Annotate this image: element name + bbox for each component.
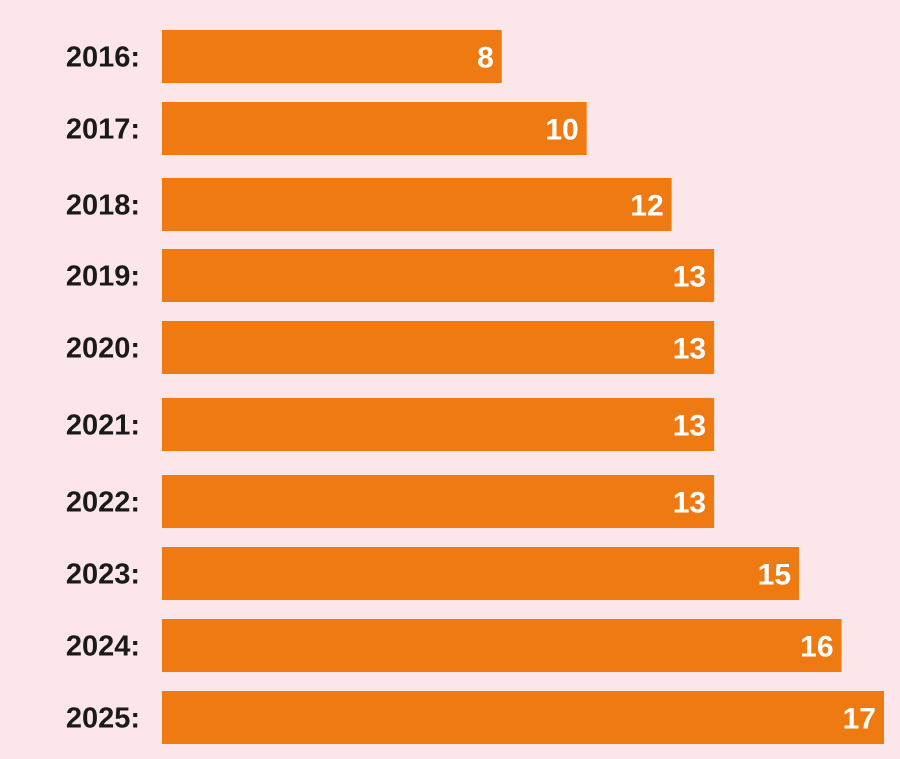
bar-1 [162, 102, 587, 155]
category-label-6: 2022: [66, 487, 140, 519]
category-label-2: 2018: [66, 190, 140, 222]
value-label-6: 13 [673, 487, 706, 520]
category-label-0: 2016: [66, 42, 140, 74]
category-label-8: 2024: [66, 631, 140, 663]
value-label-8: 16 [800, 631, 833, 664]
bar-3 [162, 249, 715, 302]
value-label-7: 15 [758, 559, 791, 592]
category-label-3: 2019: [66, 261, 140, 293]
bars-group [162, 30, 884, 744]
bar-7 [162, 547, 800, 600]
category-label-5: 2021: [66, 410, 140, 442]
value-label-1: 10 [545, 114, 578, 147]
value-label-9: 17 [843, 703, 876, 736]
value-label-0: 8 [477, 42, 494, 75]
value-label-3: 13 [673, 261, 706, 294]
category-label-1: 2017: [66, 114, 140, 146]
bar-4 [162, 321, 715, 374]
category-labels-group: 2016: 2017: 2018: 2019: 2020: 2021: 2022: 2023:… [66, 42, 140, 735]
bar-9 [162, 691, 884, 744]
bar-6 [162, 475, 715, 528]
value-label-5: 13 [673, 410, 706, 443]
category-label-7: 2023: [66, 559, 140, 591]
category-label-4: 2020: [66, 333, 140, 365]
bar-5 [162, 398, 715, 451]
value-labels-group: 8 10 12 13 13 13 13 15 16 17 [477, 42, 876, 736]
value-label-2: 12 [630, 190, 663, 223]
value-label-4: 13 [673, 333, 706, 366]
bar-8 [162, 619, 842, 672]
bar-2 [162, 178, 672, 231]
category-label-9: 2025: [66, 703, 140, 735]
bar-0 [162, 30, 502, 83]
